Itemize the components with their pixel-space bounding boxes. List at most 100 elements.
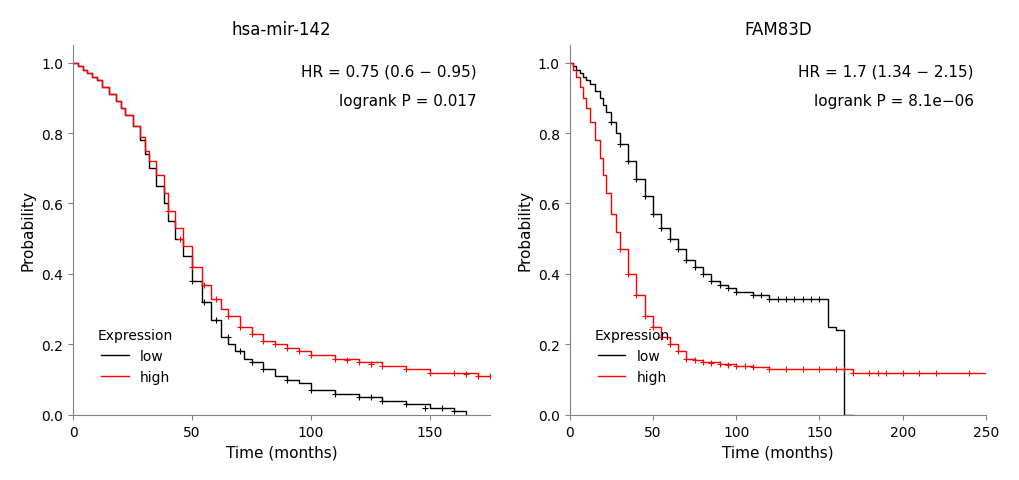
Point bbox=[267, 341, 283, 348]
Point bbox=[481, 372, 497, 380]
Point bbox=[710, 281, 727, 289]
Point bbox=[279, 376, 296, 384]
Point bbox=[493, 372, 510, 380]
Point bbox=[279, 344, 296, 352]
Y-axis label: Probability: Probability bbox=[517, 190, 532, 271]
Point bbox=[694, 359, 710, 366]
Point bbox=[678, 256, 694, 264]
Point bbox=[719, 285, 736, 292]
Point bbox=[777, 365, 794, 373]
Point bbox=[752, 292, 768, 300]
Point bbox=[836, 365, 852, 373]
Point bbox=[433, 404, 449, 412]
Point bbox=[744, 292, 760, 300]
Legend: low, high: low, high bbox=[93, 323, 178, 390]
Point bbox=[719, 361, 736, 369]
Text: HR = 0.75 (0.6 − 0.95): HR = 0.75 (0.6 − 0.95) bbox=[302, 64, 477, 79]
Point bbox=[710, 360, 727, 368]
Point bbox=[160, 207, 176, 215]
Point bbox=[255, 337, 271, 345]
Point bbox=[678, 355, 694, 362]
Point bbox=[827, 365, 844, 373]
Point bbox=[417, 404, 433, 412]
Point bbox=[910, 369, 926, 377]
Point bbox=[702, 277, 718, 285]
Point bbox=[172, 235, 189, 243]
Point bbox=[338, 357, 355, 364]
Point bbox=[351, 359, 367, 366]
Point bbox=[374, 397, 390, 405]
Point bbox=[744, 364, 760, 372]
Point bbox=[183, 264, 200, 271]
Point bbox=[894, 369, 910, 377]
Point bbox=[231, 324, 248, 331]
Point bbox=[728, 362, 744, 370]
Point bbox=[610, 246, 627, 253]
Point bbox=[686, 357, 702, 364]
Point bbox=[458, 371, 474, 378]
Point bbox=[760, 295, 776, 303]
Text: logrank P = 8.1e−06: logrank P = 8.1e−06 bbox=[813, 94, 972, 109]
Point bbox=[208, 316, 224, 324]
Point bbox=[244, 330, 260, 338]
Point bbox=[702, 359, 718, 367]
Point bbox=[860, 369, 876, 377]
Point bbox=[644, 211, 660, 218]
Point bbox=[219, 334, 235, 341]
Point bbox=[196, 281, 212, 289]
Point bbox=[660, 341, 677, 348]
Point bbox=[231, 348, 248, 356]
Point bbox=[303, 386, 319, 394]
Point bbox=[810, 295, 826, 303]
Point bbox=[362, 360, 378, 368]
Point bbox=[445, 408, 462, 415]
Point bbox=[769, 295, 786, 303]
Point bbox=[686, 264, 702, 271]
Point bbox=[760, 365, 776, 373]
Y-axis label: Probability: Probability bbox=[20, 190, 36, 271]
Point bbox=[794, 295, 810, 303]
X-axis label: Time (months): Time (months) bbox=[721, 444, 833, 459]
Point bbox=[669, 246, 686, 253]
Point bbox=[219, 313, 235, 321]
Point bbox=[397, 401, 414, 408]
Point bbox=[652, 225, 668, 232]
Point bbox=[602, 120, 619, 127]
Point bbox=[652, 334, 668, 341]
Point bbox=[927, 369, 944, 377]
Point bbox=[810, 365, 826, 373]
Point bbox=[628, 292, 644, 300]
Point bbox=[802, 295, 818, 303]
Point bbox=[636, 193, 652, 201]
Point bbox=[183, 277, 200, 285]
Point bbox=[362, 394, 378, 401]
Point bbox=[620, 271, 636, 278]
Point bbox=[445, 369, 462, 377]
Point bbox=[326, 390, 342, 398]
Point bbox=[786, 295, 802, 303]
Point bbox=[660, 235, 677, 243]
Point bbox=[777, 295, 794, 303]
Point bbox=[794, 365, 810, 373]
Point bbox=[694, 271, 710, 278]
Point bbox=[620, 158, 636, 166]
Point bbox=[326, 355, 342, 362]
Point bbox=[669, 348, 686, 356]
Point bbox=[610, 141, 627, 148]
Point bbox=[844, 369, 860, 377]
Point bbox=[303, 351, 319, 359]
Point bbox=[244, 359, 260, 366]
Title: FAM83D: FAM83D bbox=[743, 21, 811, 39]
X-axis label: Time (months): Time (months) bbox=[225, 444, 337, 459]
Point bbox=[290, 348, 307, 356]
Point bbox=[374, 362, 390, 370]
Point bbox=[636, 313, 652, 321]
Title: hsa-mir-142: hsa-mir-142 bbox=[231, 21, 331, 39]
Text: HR = 1.7 (1.34 − 2.15): HR = 1.7 (1.34 − 2.15) bbox=[797, 64, 972, 79]
Point bbox=[644, 324, 660, 331]
Text: logrank P = 0.017: logrank P = 0.017 bbox=[339, 94, 477, 109]
Point bbox=[628, 176, 644, 183]
Point bbox=[469, 372, 485, 380]
Point bbox=[397, 365, 414, 373]
Point bbox=[728, 288, 744, 296]
